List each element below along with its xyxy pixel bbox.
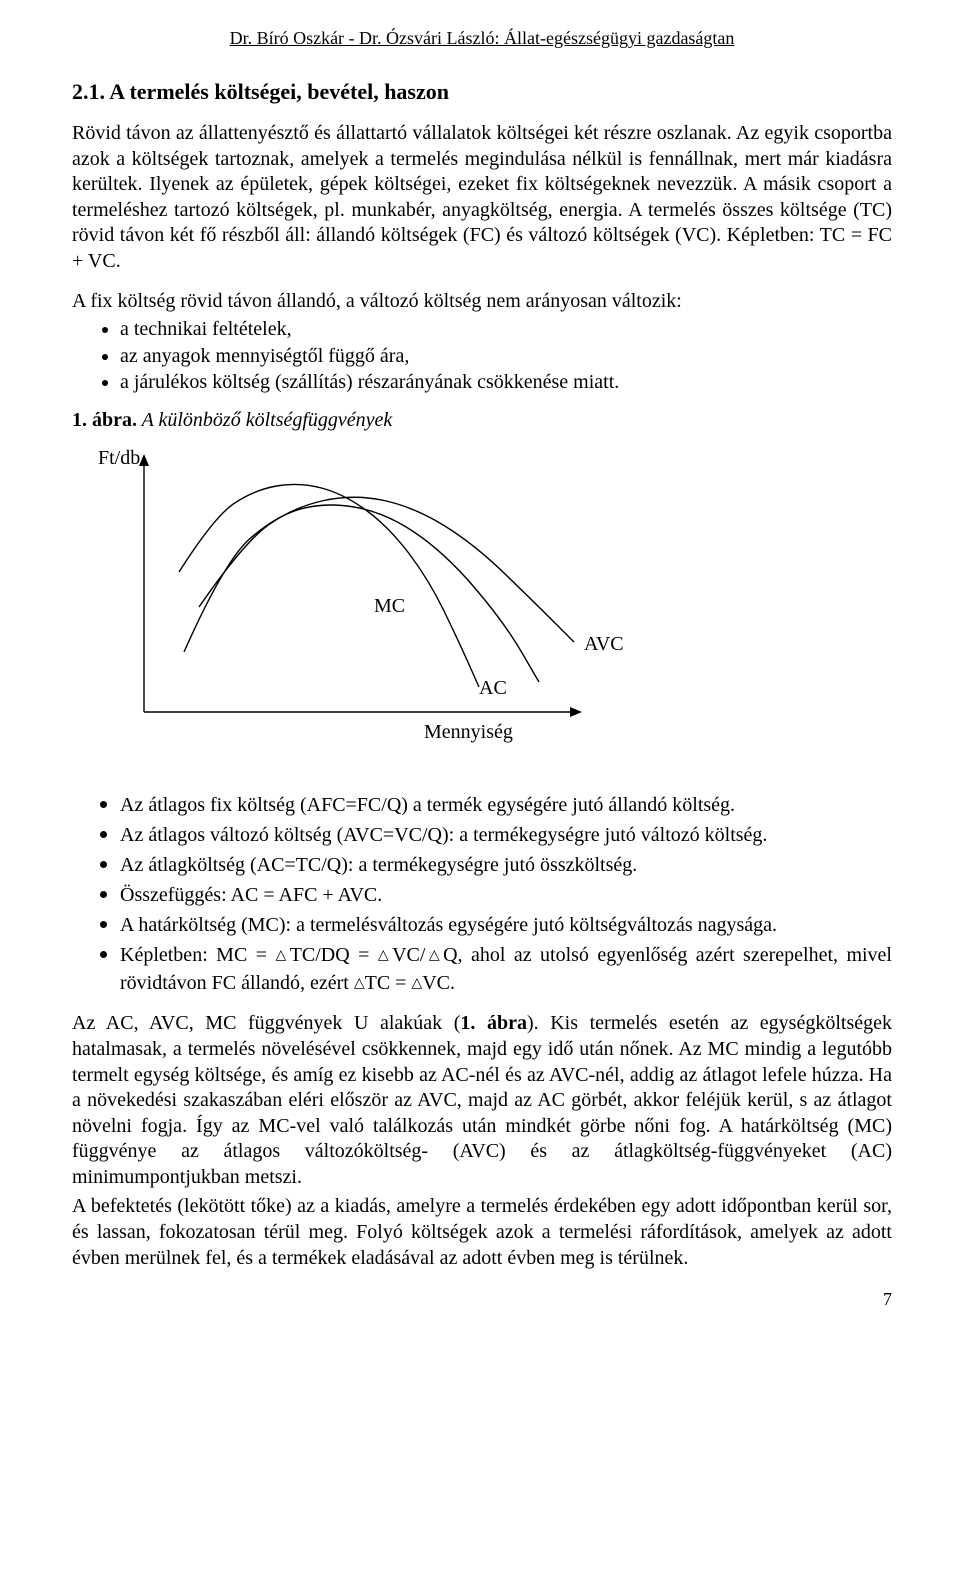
text-part: Az AC, AVC, MC függvények U alakúak ( <box>72 1012 460 1034</box>
paragraph-4: A befektetés (lekötött tőke) az a kiadás… <box>72 1194 892 1271</box>
list-item: a technikai feltételek, <box>120 316 892 342</box>
paragraph-3: Az AC, AVC, MC függvények U alakúak (1. … <box>72 1011 892 1190</box>
list-item: az anyagok mennyiségtől függő ára, <box>120 343 892 369</box>
text-part: ). Kis termelés esetén az egységköltsége… <box>72 1012 892 1188</box>
svg-text:AC: AC <box>479 677 507 699</box>
fig-ref: 1. ábra <box>460 1012 527 1034</box>
delta-icon: △ <box>425 948 443 963</box>
figure-caption-text: A különböző költségfüggvények <box>137 409 392 431</box>
page: Dr. Bíró Oszkár - Dr. Ózsvári László: Ál… <box>0 0 960 1340</box>
paragraph-1: Rövid távon az állattenyésztő és állatta… <box>72 121 892 275</box>
formula-part: TC/DQ = <box>290 944 378 966</box>
formula-part: Képletben: MC = <box>120 944 275 966</box>
section-title: 2.1. A termelés költségei, bevétel, hasz… <box>72 79 892 105</box>
delta-icon: △ <box>411 976 422 991</box>
figure-caption: 1. ábra. A különböző költségfüggvények <box>72 409 892 432</box>
list-item: A határköltség (MC): a termelésváltozás … <box>120 909 892 939</box>
delta-icon: △ <box>275 948 289 963</box>
formula-part: TC = <box>365 972 412 994</box>
formula-part: VC. <box>422 972 455 994</box>
running-head: Dr. Bíró Oszkár - Dr. Ózsvári László: Ál… <box>72 28 892 49</box>
svg-text:AVC: AVC <box>584 633 624 655</box>
svg-text:Mennyiség: Mennyiség <box>424 721 513 743</box>
list-item: Összefüggés: AC = AFC + AVC. <box>120 879 892 909</box>
paragraph-2-intro: A fix költség rövid távon állandó, a vál… <box>72 289 892 315</box>
delta-icon: △ <box>354 976 365 991</box>
list-definitions: Az átlagos fix költség (AFC=FC/Q) a term… <box>72 789 892 997</box>
formula-part: VC/ <box>392 944 425 966</box>
chart-svg: Ft/db Mennyiség MC AC AVC <box>92 442 652 762</box>
list-item: a járulékos költség (szállítás) részarán… <box>120 369 892 395</box>
delta-icon: △ <box>378 948 392 963</box>
list-item: Az átlagos változó költség (AVC=VC/Q): a… <box>120 819 892 849</box>
page-number: 7 <box>72 1289 892 1310</box>
list-conditions: a technikai feltételek, az anyagok menny… <box>72 316 892 395</box>
svg-text:Ft/db: Ft/db <box>98 447 140 469</box>
figure-caption-num: 1. ábra. <box>72 409 137 431</box>
cost-curves-chart: Ft/db Mennyiség MC AC AVC <box>92 442 892 767</box>
list-item: Az átlagköltség (AC=TC/Q): a termékegysé… <box>120 849 892 879</box>
list-item-formula: Képletben: MC = △TC/DQ = △VC/△Q, ahol az… <box>120 939 892 997</box>
svg-text:MC: MC <box>374 595 405 617</box>
list-item: Az átlagos fix költség (AFC=FC/Q) a term… <box>120 789 892 819</box>
